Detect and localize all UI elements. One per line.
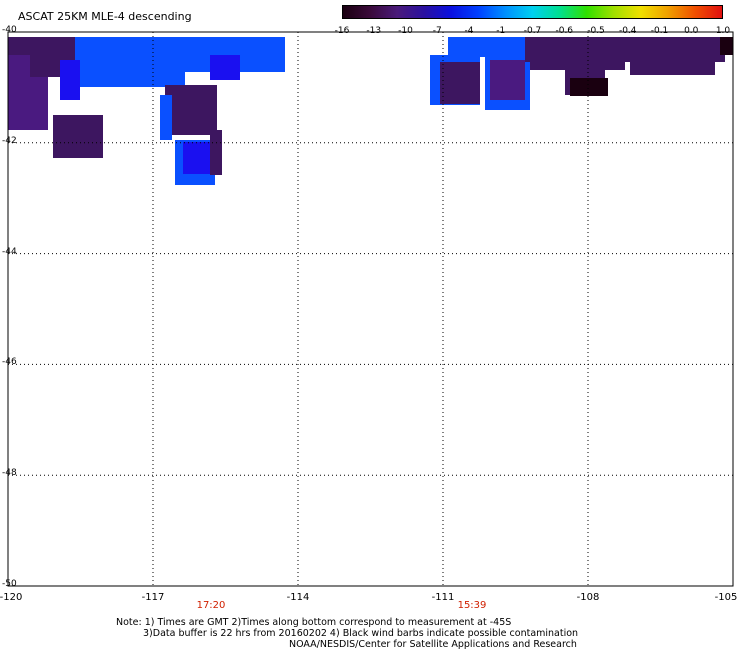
map-title: ASCAT 25KM MLE-4 descending — [18, 10, 192, 23]
colorbar-tick-label: -10 — [398, 26, 413, 36]
colorbar-tick-label: -0.5 — [587, 26, 605, 36]
overpass-time-label: 17:20 — [196, 600, 226, 611]
wind-cell — [210, 55, 240, 80]
longitude-label: -111 — [431, 592, 455, 603]
note-line-2: 3)Data buffer is 22 hrs from 20160202 4)… — [143, 628, 579, 639]
longitude-label: -105 — [714, 592, 738, 603]
latitude-label: -50 — [2, 579, 17, 589]
colorbar-tick-label: -0.7 — [523, 26, 542, 36]
wind-cell — [448, 37, 528, 57]
wind-cell — [75, 37, 185, 87]
wind-cell — [183, 142, 213, 174]
wind-cell — [630, 55, 715, 75]
colorbar-tick-label: -0.1 — [650, 26, 669, 36]
latitude-label: -44 — [2, 246, 17, 257]
colorbar-tick-label: -1 — [496, 26, 506, 36]
colorbar — [342, 5, 723, 19]
overpass-time-label: 15:39 — [457, 600, 487, 611]
wind-cell — [720, 37, 733, 55]
colorbar-tick-label: -4 — [464, 26, 474, 36]
note-line-1: Note: 1) Times are GMT 2)Times along bot… — [116, 617, 512, 628]
colorbar-tick-label: -7 — [432, 26, 442, 36]
longitude-label: -108 — [576, 592, 600, 603]
wind-cell — [165, 85, 217, 135]
colorbar-tick-label: -0.6 — [555, 26, 574, 36]
latitude-label: -42 — [2, 135, 17, 146]
wind-cell — [53, 115, 103, 158]
wind-cell — [210, 130, 222, 175]
wind-swath-cells — [8, 37, 733, 185]
wind-cell — [440, 62, 480, 104]
colorbar-tick-label: -13 — [366, 26, 382, 36]
wind-cell — [160, 95, 172, 140]
colorbar-tick-label: 0.0 — [684, 26, 699, 36]
colorbar-tick-label: -16 — [334, 26, 350, 36]
latitude-label: -48 — [2, 468, 17, 479]
latitude-label: -46 — [2, 357, 17, 368]
colorbar-tick-label: 1.0 — [715, 26, 731, 36]
longitude-label: -117 — [141, 592, 165, 603]
colorbar-tick-label: -0.4 — [618, 26, 637, 36]
wind-cell — [60, 60, 80, 100]
longitude-label: -120 — [0, 592, 23, 603]
longitude-label: -114 — [286, 592, 310, 603]
map-frame — [7, 31, 734, 587]
wind-cell — [570, 78, 608, 96]
latitude-label: -40 — [2, 25, 17, 35]
note-line-3: NOAA/NESDIS/Center for Satellite Applica… — [289, 639, 577, 650]
map-gridlines — [8, 32, 733, 586]
wind-cell — [490, 60, 525, 100]
